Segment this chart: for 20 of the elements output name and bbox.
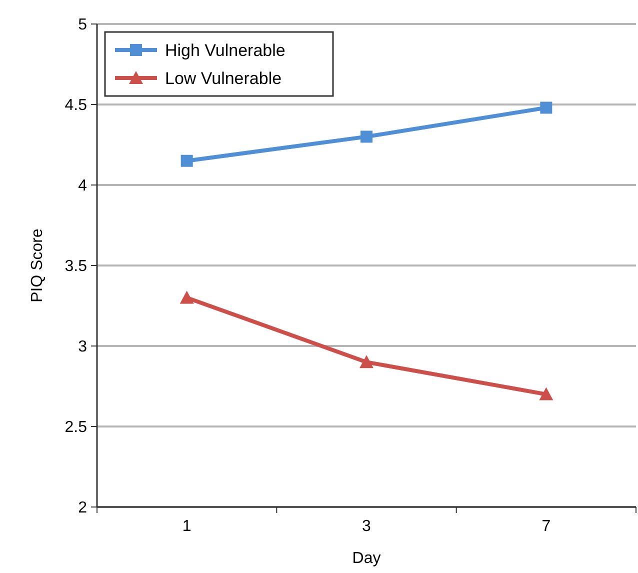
x-axis-title: Day bbox=[352, 550, 381, 567]
y-tick-label: 5 bbox=[78, 16, 88, 34]
x-tick-label: 1 bbox=[182, 518, 192, 535]
x-tick-label: 3 bbox=[362, 518, 372, 535]
y-tick-label: 2 bbox=[78, 500, 88, 517]
point bbox=[360, 355, 374, 368]
y-tick-label: 4.5 bbox=[64, 97, 88, 114]
legend-label: High Vulnerable bbox=[165, 40, 286, 60]
y-tick-label: 2.5 bbox=[64, 419, 88, 436]
y-tick-label: 4 bbox=[78, 178, 88, 195]
point bbox=[540, 102, 552, 114]
point bbox=[180, 290, 194, 304]
point bbox=[539, 387, 554, 400]
x-tick-label: 7 bbox=[542, 518, 551, 535]
y-tick-label: 3.5 bbox=[64, 258, 88, 276]
y-axis-title: PIQ Score bbox=[29, 228, 46, 302]
y-tick-label: 3 bbox=[78, 338, 88, 356]
legend-label: Low Vulnerable bbox=[165, 68, 282, 88]
point bbox=[360, 130, 372, 143]
point bbox=[180, 154, 193, 167]
